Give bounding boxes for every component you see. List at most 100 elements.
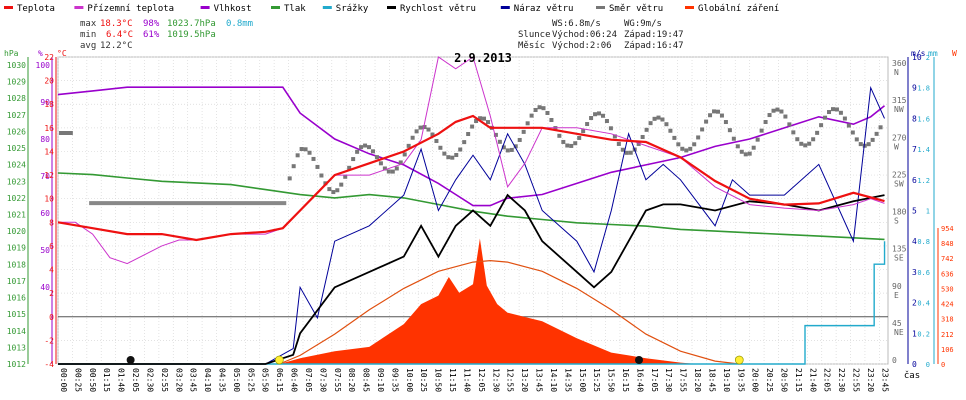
x-tick-label: 13:20: [520, 368, 529, 392]
pressure-unit: hPa: [4, 49, 19, 58]
x-tick-label: 06:15: [275, 368, 284, 392]
direction-mark: [426, 127, 431, 132]
rain-tick-label: 0: [926, 361, 930, 369]
x-tick-label: 17:30: [664, 368, 673, 392]
axes-layer: 00:00 00:25 00:50 01:15 01:40 02:05 02:30 02:55…: [4, 49, 957, 392]
direction-tick-label: S: [894, 217, 899, 226]
direction-mark: [485, 120, 490, 125]
direction-mark: [474, 118, 479, 123]
x-tick-label: 04:10: [203, 368, 212, 392]
temperature-tick-label: 20: [44, 77, 54, 86]
pressure-tick-label: 1024: [7, 161, 26, 170]
pressure-tick-label: 1030: [7, 61, 26, 70]
x-tick-label: 18:20: [693, 368, 702, 392]
x-tick-label: 10:00: [405, 368, 414, 392]
direction-tick-value: 90: [892, 282, 902, 291]
direction-mark: [819, 123, 824, 128]
stats-max-rain: 0.8mm: [226, 19, 253, 29]
wind-tick-label: 8: [912, 114, 917, 123]
x-tick-label: 07:30: [318, 368, 327, 392]
direction-mark: [624, 150, 629, 155]
x-tick-label: 13:45: [535, 368, 544, 392]
legend-swatch: [4, 6, 13, 9]
direction-mark: [743, 152, 748, 157]
direction-mark: [549, 118, 554, 123]
direction-mark: [783, 114, 788, 119]
stats-avg-temp: 12.2°C: [100, 41, 133, 51]
legend-label: Přízemní teplota: [87, 4, 174, 14]
x-tick-label: 01:15: [102, 368, 111, 392]
x-tick-label: 22:55: [852, 368, 861, 392]
radiation-tick-label: 0: [941, 361, 945, 369]
legend-swatch: [271, 6, 280, 9]
pressure-tick-label: 1021: [7, 211, 26, 220]
moon-marker: [635, 356, 643, 364]
legend-label: Náraz větru: [514, 4, 574, 14]
x-tick-label: 08:20: [347, 368, 356, 392]
direction-tick-label: E: [894, 291, 899, 300]
stats-avg-label: avg: [80, 41, 96, 51]
direction-mark: [593, 112, 598, 117]
direction-mark: [335, 188, 340, 193]
direction-mark: [561, 139, 566, 144]
direction-mark: [541, 106, 546, 111]
direction-mark: [600, 113, 605, 118]
pressure-tick-label: 1014: [7, 327, 26, 336]
direction-mark: [815, 130, 820, 135]
legend-label: Rychlost větru: [400, 4, 476, 14]
direction-mark: [287, 176, 292, 181]
series-global-radiation: [279, 238, 698, 364]
direction-mark: [565, 143, 570, 148]
series-wind-direction: [59, 105, 883, 206]
direction-mark: [386, 169, 391, 174]
x-tick-label: 02:30: [145, 368, 154, 392]
direction-mark: [664, 122, 669, 127]
direction-mark: [771, 108, 776, 113]
legend: Teplota Přízemní teplota Vlhkost Tlak Srážky…: [4, 4, 779, 14]
direction-mark: [521, 129, 526, 134]
direction-mark: [569, 143, 574, 148]
x-tick-label: 09:35: [390, 368, 399, 392]
x-tick-label: 21:15: [794, 368, 803, 392]
direction-mark: [462, 140, 467, 145]
direction-mark: [450, 155, 455, 160]
humidity-tick-label: 100: [36, 61, 51, 70]
direction-mark: [374, 155, 379, 160]
x-tick-label: 07:55: [333, 368, 342, 392]
info-slunce: Slunce: [518, 30, 551, 40]
x-tick-label: 21:40: [808, 368, 817, 392]
direction-mark: [874, 131, 879, 136]
direction-mark: [585, 122, 590, 127]
direction-mark: [803, 143, 808, 148]
x-tick-label: 16:40: [635, 368, 644, 392]
info-ws: WS:6.8m/s: [552, 19, 601, 29]
direction-mark: [470, 124, 475, 129]
legend-label: Srážky: [336, 4, 369, 14]
direction-mark: [533, 107, 538, 112]
pressure-tick-label: 1016: [7, 294, 26, 303]
temperature-tick-label: 22: [44, 53, 54, 62]
pressure-tick-label: 1020: [7, 227, 26, 236]
stats-max-press: 1023.7hPa: [167, 19, 216, 29]
stats-min-label: min: [80, 30, 96, 40]
x-tick-label: 05:00: [232, 368, 241, 392]
direction-mark: [367, 145, 372, 150]
wind-tick-label: 4: [912, 237, 917, 246]
direction-mark: [59, 131, 73, 135]
x-tick-label: 20:50: [779, 368, 788, 392]
direction-mark: [660, 117, 665, 122]
direction-mark: [398, 160, 403, 165]
direction-mark: [731, 136, 736, 141]
info-moon-rise: Východ:2:06: [552, 41, 612, 51]
direction-mark: [704, 119, 709, 124]
direction-mark: [672, 135, 677, 140]
series-ground-temperature: [58, 56, 885, 265]
legend-item: Tlak: [271, 4, 306, 14]
direction-mark: [688, 146, 693, 151]
pressure-tick-label: 1027: [7, 111, 26, 120]
direction-mark: [823, 115, 828, 120]
rain-tick-label: 1.8: [917, 85, 930, 93]
legend-swatch: [685, 6, 694, 9]
direction-mark: [787, 122, 792, 127]
x-tick-label: 00:25: [73, 368, 82, 392]
